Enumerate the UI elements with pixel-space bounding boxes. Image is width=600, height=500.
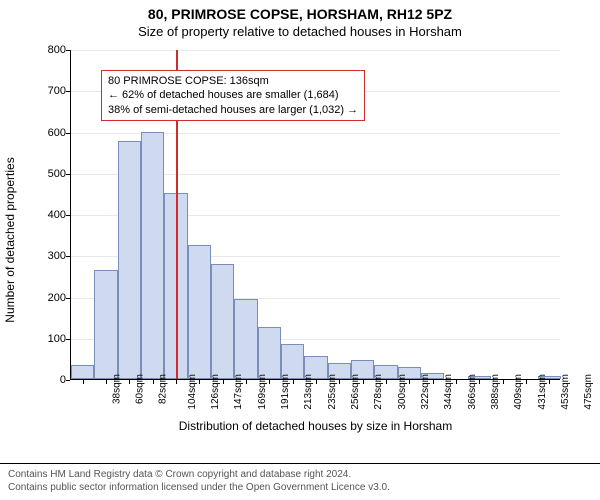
histogram-bar xyxy=(71,365,94,379)
x-tick-mark xyxy=(386,379,387,384)
x-tick-mark xyxy=(316,379,317,384)
y-tick-mark xyxy=(66,380,70,381)
x-tick-mark xyxy=(549,379,550,384)
annotation-line: 80 PRIMROSE COPSE: 136sqm xyxy=(108,74,358,88)
x-tick-label: 388sqm xyxy=(490,374,501,410)
x-tick-label: 235sqm xyxy=(327,374,338,410)
x-tick-label: 366sqm xyxy=(467,374,478,410)
y-tick-label: 300 xyxy=(40,250,66,262)
x-tick-label: 82sqm xyxy=(158,374,169,404)
histogram-bar xyxy=(141,132,164,380)
x-tick-label: 213sqm xyxy=(303,374,314,410)
x-tick-mark xyxy=(153,379,154,384)
y-tick-label: 600 xyxy=(40,127,66,139)
footer-attribution: Contains HM Land Registry data © Crown c… xyxy=(0,463,600,500)
histogram-bar xyxy=(211,264,234,380)
x-tick-mark xyxy=(176,379,177,384)
y-tick-label: 400 xyxy=(40,209,66,221)
x-tick-label: 169sqm xyxy=(257,374,268,410)
y-tick-label: 200 xyxy=(40,292,66,304)
x-tick-label: 300sqm xyxy=(397,374,408,410)
histogram-bar xyxy=(94,270,117,379)
x-tick-mark xyxy=(83,379,84,384)
x-tick-mark xyxy=(246,379,247,384)
x-axis-label: Distribution of detached houses by size … xyxy=(71,419,560,433)
x-tick-mark xyxy=(106,379,107,384)
footer-line-1: Contains HM Land Registry data © Crown c… xyxy=(8,468,592,481)
x-tick-label: 126sqm xyxy=(210,374,221,410)
x-tick-mark xyxy=(339,379,340,384)
x-tick-mark xyxy=(363,379,364,384)
x-tick-label: 322sqm xyxy=(420,374,431,410)
footer-line-2: Contains public sector information licen… xyxy=(8,481,592,494)
histogram-bar xyxy=(118,141,141,379)
x-tick-label: 344sqm xyxy=(443,374,454,410)
chart-area: Number of detached properties 0100200300… xyxy=(40,50,580,430)
x-tick-mark xyxy=(409,379,410,384)
x-tick-mark xyxy=(269,379,270,384)
chart-container: 80, PRIMROSE COPSE, HORSHAM, RH12 5PZ Si… xyxy=(0,0,600,500)
x-tick-mark xyxy=(479,379,480,384)
annotation-line: ← 62% of detached houses are smaller (1,… xyxy=(108,88,358,102)
x-tick-label: 104sqm xyxy=(187,374,198,410)
page-title: 80, PRIMROSE COPSE, HORSHAM, RH12 5PZ xyxy=(0,0,600,22)
histogram-bar xyxy=(188,245,211,379)
annotation-box: 80 PRIMROSE COPSE: 136sqm← 62% of detach… xyxy=(101,70,365,121)
y-tick-label: 800 xyxy=(40,44,66,56)
plot-area: 80 PRIMROSE COPSE: 136sqm← 62% of detach… xyxy=(70,50,560,380)
annotation-line: 38% of semi-detached houses are larger (… xyxy=(108,103,358,117)
x-tick-mark xyxy=(456,379,457,384)
x-tick-label: 431sqm xyxy=(537,374,548,410)
x-tick-label: 475sqm xyxy=(583,374,594,410)
page-subtitle: Size of property relative to detached ho… xyxy=(0,22,600,39)
x-tick-label: 409sqm xyxy=(513,374,524,410)
x-tick-mark xyxy=(129,379,130,384)
x-tick-label: 38sqm xyxy=(111,374,122,404)
y-tick-label: 500 xyxy=(40,168,66,180)
x-tick-label: 147sqm xyxy=(233,374,244,410)
x-tick-label: 191sqm xyxy=(280,374,291,410)
y-tick-label: 100 xyxy=(40,333,66,345)
y-tick-label: 700 xyxy=(40,85,66,97)
histogram-bar xyxy=(258,327,281,379)
y-tick-label: 0 xyxy=(40,374,66,386)
x-tick-mark xyxy=(526,379,527,384)
x-tick-mark xyxy=(433,379,434,384)
x-tick-label: 453sqm xyxy=(560,374,571,410)
x-tick-mark xyxy=(223,379,224,384)
x-tick-mark xyxy=(199,379,200,384)
y-axis-label: Number of detached properties xyxy=(3,157,17,322)
x-tick-mark xyxy=(503,379,504,384)
histogram-bar xyxy=(234,299,257,379)
x-tick-label: 256sqm xyxy=(350,374,361,410)
x-tick-label: 60sqm xyxy=(135,374,146,404)
x-tick-label: 278sqm xyxy=(373,374,384,410)
x-tick-mark xyxy=(293,379,294,384)
y-axis: 0100200300400500600700800 xyxy=(40,50,70,380)
